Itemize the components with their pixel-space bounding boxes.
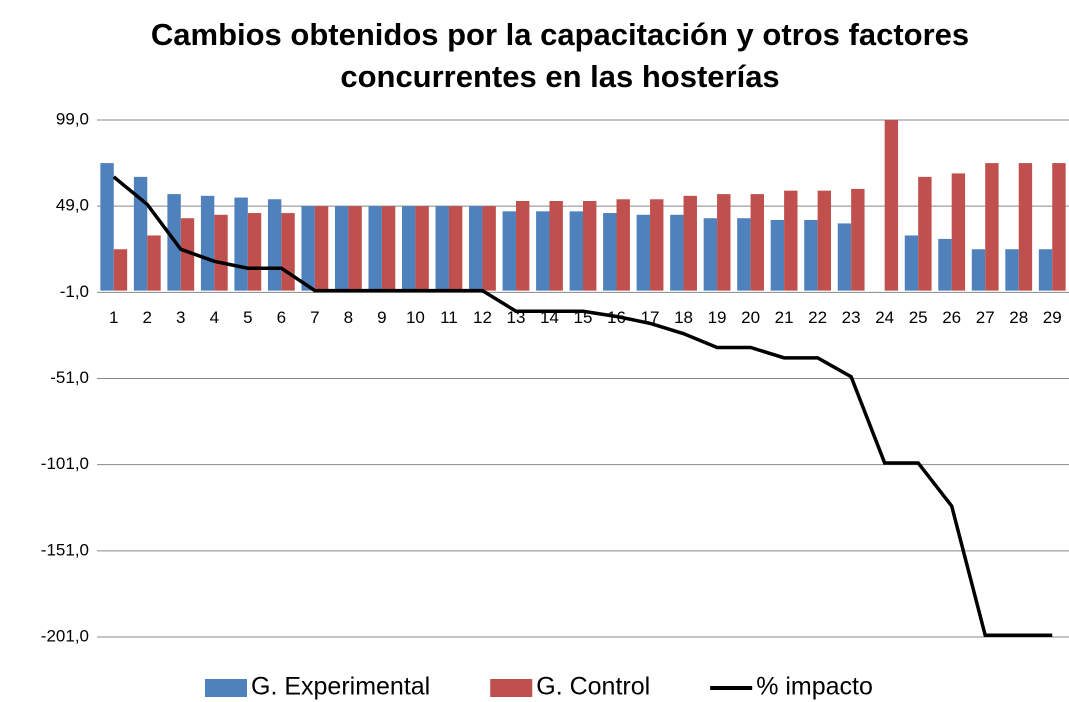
legend-label: G. Control: [536, 673, 650, 701]
bar: [884, 120, 899, 291]
bar: [482, 206, 496, 291]
x-tick-label: 27: [976, 308, 995, 327]
bar: [784, 190, 798, 291]
bar: [904, 235, 919, 291]
y-tick-label: -51,0: [50, 368, 89, 387]
bar: [214, 214, 228, 291]
bar: [616, 199, 630, 291]
bar: [703, 218, 718, 291]
x-tick-label: 28: [1009, 308, 1028, 327]
line: [112, 175, 1053, 638]
x-tick-label: 21: [775, 308, 794, 327]
bar: [737, 218, 751, 291]
x-tick-label: 24: [875, 308, 894, 327]
bar: [1018, 163, 1033, 291]
bar: [583, 200, 597, 291]
y-tick-label: -201,0: [41, 626, 89, 645]
bar: [180, 218, 195, 291]
bar: [804, 219, 818, 291]
bar: [536, 211, 550, 291]
y-tick-label: 49,0: [56, 196, 89, 215]
bar: [147, 235, 161, 291]
legend-label: G. Experimental: [251, 673, 430, 701]
x-tick-label: 3: [176, 308, 185, 327]
legend-swatch: [490, 679, 533, 697]
bar: [334, 206, 349, 291]
x-tick-label: 26: [942, 308, 961, 327]
bar: [1052, 163, 1066, 291]
bar: [502, 211, 516, 291]
bar: [750, 194, 764, 291]
x-tick-label: 9: [377, 308, 386, 327]
x-tick-label: 8: [344, 308, 353, 327]
bar: [133, 176, 148, 291]
bar: [247, 213, 262, 291]
legend: G. Experimental G. Control % impacto: [205, 673, 873, 701]
bar: [851, 188, 865, 291]
bar: [951, 173, 966, 291]
legend-label: % impacto: [756, 673, 873, 701]
bar: [1005, 249, 1019, 291]
bar: [113, 249, 128, 291]
x-tick-label: 1: [109, 308, 118, 327]
bar: [368, 206, 382, 291]
bar: [515, 200, 530, 291]
bar: [971, 249, 986, 291]
bar: [1038, 249, 1053, 291]
bar: [549, 200, 563, 291]
x-tick-label: 2: [143, 308, 152, 327]
chart-title: Cambios obtenidos por la capacitación y …: [150, 17, 970, 94]
bar: [267, 199, 282, 291]
x-tick-label: 4: [210, 308, 219, 327]
bar: [200, 195, 215, 291]
bar: [918, 176, 932, 291]
bar: [301, 206, 315, 291]
bar: [234, 197, 248, 291]
x-tick-label: 12: [473, 308, 492, 327]
bar: [683, 195, 697, 291]
bar: [469, 206, 483, 291]
bar: [381, 206, 396, 291]
bar: [985, 163, 999, 291]
bar: [281, 213, 295, 291]
bar: [650, 199, 664, 291]
x-tick-label: 10: [406, 308, 425, 327]
x-tick-label: 11: [440, 308, 458, 327]
bar: [314, 206, 329, 291]
x-tick-label: 7: [310, 308, 319, 327]
y-tick-label: -101,0: [41, 454, 89, 473]
bar: [448, 206, 463, 291]
bar: [770, 219, 785, 291]
bar: [415, 206, 429, 291]
bar: [435, 206, 449, 291]
x-tick-label: 29: [1043, 308, 1062, 327]
legend-swatch: [205, 679, 247, 697]
bar: [636, 214, 651, 291]
bar: [569, 211, 583, 291]
x-tick-label: 5: [243, 308, 252, 327]
y-tick-label: -1,0: [60, 282, 89, 301]
x-tick-label: 20: [741, 308, 760, 327]
bar: [938, 238, 952, 291]
x-tick-label: 18: [674, 308, 693, 327]
bar: [717, 194, 731, 291]
y-tick-label: 99,0: [56, 109, 89, 128]
bar: [670, 214, 684, 291]
x-tick-label: 25: [909, 308, 928, 327]
x-tick-label: 6: [277, 308, 286, 327]
bar: [402, 206, 416, 291]
x-tick-label: 22: [808, 308, 827, 327]
x-tick-label: 19: [708, 308, 727, 327]
bar: [837, 223, 852, 291]
bar: [603, 213, 617, 291]
y-tick-label: -151,0: [41, 540, 89, 559]
bar: [817, 190, 832, 291]
x-tick-label: 23: [842, 308, 861, 327]
bar: [348, 206, 362, 291]
bar: [100, 163, 114, 291]
